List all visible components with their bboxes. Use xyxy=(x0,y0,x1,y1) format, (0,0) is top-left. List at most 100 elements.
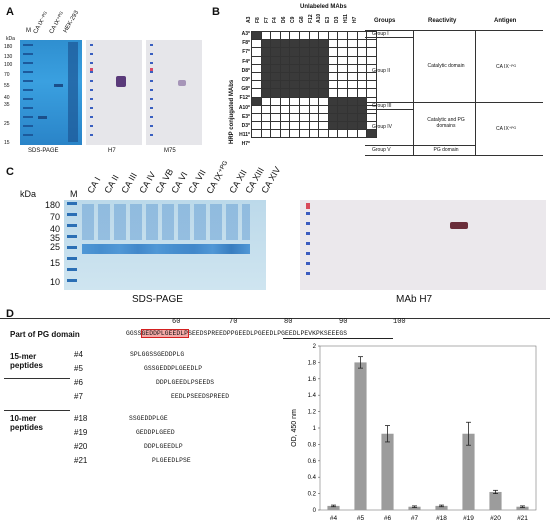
matrix-cell xyxy=(366,112,377,123)
matrix-cell xyxy=(327,96,339,106)
matrix-cell xyxy=(308,80,320,90)
panel-a-marker-lane-label: M xyxy=(26,28,31,34)
matrix-cell xyxy=(356,129,368,139)
panel-a-caption-sds: SDS-PAGE xyxy=(28,148,59,154)
marker-35: 35 xyxy=(49,233,60,243)
peptide-sequence: PLGEEDLPSE xyxy=(152,457,191,464)
matrix-cell xyxy=(270,47,281,57)
y-tick-label: 1.6 xyxy=(308,377,317,383)
matrix-cell xyxy=(318,88,329,98)
marker-lane xyxy=(90,44,93,138)
matrix-cell xyxy=(251,129,262,139)
panel-b-divider xyxy=(365,155,543,156)
matrix-cell xyxy=(279,104,291,114)
marker-25: 25 xyxy=(49,242,60,252)
panel-b-header-reactivity: Reactivity xyxy=(428,18,457,24)
panel-b-ylabel: HRP conjugated MAbs xyxy=(229,79,235,144)
peptide-id: #20 xyxy=(74,442,88,451)
bar xyxy=(327,505,340,510)
lane-smear xyxy=(82,204,250,240)
matrix-cell xyxy=(318,30,329,41)
column-header: H11 xyxy=(342,14,349,23)
band xyxy=(54,84,63,87)
matrix-cell xyxy=(337,96,348,106)
panel-b-header-antigen: Antigen xyxy=(494,18,517,24)
matrix-cell xyxy=(298,96,310,106)
matrix-cell xyxy=(270,96,281,106)
matrix-cell xyxy=(318,104,329,114)
matrix-cell xyxy=(356,80,368,90)
row-header: F12* xyxy=(239,95,250,102)
marker-35: 35 xyxy=(4,102,10,108)
marker-55: 55 xyxy=(4,83,10,89)
group-2: Group II xyxy=(372,68,391,74)
column-header: C9 xyxy=(290,16,296,23)
matrix-cell xyxy=(298,121,310,131)
matrix-cell xyxy=(346,71,358,82)
matrix-cell xyxy=(270,55,281,65)
ruler-60: 60 xyxy=(172,318,181,326)
y-tick-label: 0.8 xyxy=(308,442,317,448)
x-tick-label: #5 xyxy=(357,515,365,522)
panel-b-grid xyxy=(251,30,377,139)
panel-b-divider xyxy=(413,30,414,155)
matrix-cell xyxy=(289,88,300,98)
matrix-cell xyxy=(356,88,368,98)
matrix-cell xyxy=(251,88,262,98)
matrix-cell xyxy=(308,63,320,73)
matrix-cell xyxy=(366,47,377,57)
row-header: A3* xyxy=(241,31,250,37)
bar xyxy=(462,433,475,510)
row-header: H11* xyxy=(239,132,250,139)
panel-a-sds-page-gel xyxy=(20,40,82,145)
matrix-row xyxy=(251,96,377,106)
matrix-cell xyxy=(346,88,358,98)
y-tick-label: 0.6 xyxy=(308,459,317,465)
antigen-minus-pg: CA IX⁻ᴾᴳ xyxy=(496,64,516,70)
y-tick-label: 1 xyxy=(313,426,317,432)
row-header: G8* xyxy=(241,86,250,93)
matrix-cell xyxy=(298,129,310,139)
peptide-divider xyxy=(4,378,70,379)
matrix-row xyxy=(251,112,377,123)
panel-b-title: Unlabeled MAbs xyxy=(300,4,347,10)
pg-sequence-suffix: SEEDSPREEDPPGEEDLPGEEDLPGEEDLPEVKPKSEEEG… xyxy=(188,330,348,337)
matrix-cell xyxy=(337,47,348,57)
matrix-cell xyxy=(279,129,291,139)
matrix-cell xyxy=(298,39,310,49)
peptide-sequence: GSSGEDDPLGEEDLP xyxy=(144,365,203,372)
panel-c-caption-sds: SDS-PAGE xyxy=(132,294,183,305)
marker-25: 25 xyxy=(4,121,10,127)
lane-label: CA IV xyxy=(137,170,158,195)
column-header: H7 xyxy=(351,16,358,23)
marker-band-red xyxy=(306,203,310,209)
panel-c-caption-h7: MAb H7 xyxy=(396,294,433,305)
marker-lane xyxy=(67,202,77,286)
matrix-cell xyxy=(279,112,291,123)
matrix-cell xyxy=(251,47,262,57)
matrix-cell xyxy=(337,121,348,131)
matrix-cell xyxy=(270,129,281,139)
matrix-cell xyxy=(318,63,329,73)
y-axis-label: OD, 450 nm xyxy=(291,409,298,447)
lane-label: CA I xyxy=(85,175,103,195)
matrix-cell xyxy=(308,112,320,123)
matrix-cell xyxy=(356,39,368,49)
matrix-row xyxy=(251,39,377,49)
matrix-cell xyxy=(260,96,272,106)
matrix-cell xyxy=(279,88,291,98)
peptide-sequence: SPLGGSSGEDDPLG xyxy=(130,351,185,358)
matrix-cell xyxy=(318,55,329,65)
pg-sequence-epitope: GEDDPLGEEDLP xyxy=(140,329,190,338)
matrix-cell xyxy=(356,112,368,123)
matrix-cell xyxy=(289,96,300,106)
matrix-cell xyxy=(308,47,320,57)
matrix-cell xyxy=(327,129,339,139)
peptide-id: #18 xyxy=(74,414,88,423)
y-tick-label: 1.8 xyxy=(308,360,317,366)
matrix-cell xyxy=(337,30,348,41)
matrix-cell xyxy=(318,39,329,49)
matrix-cell xyxy=(260,104,272,114)
matrix-cell xyxy=(356,71,368,82)
matrix-row xyxy=(251,71,377,82)
